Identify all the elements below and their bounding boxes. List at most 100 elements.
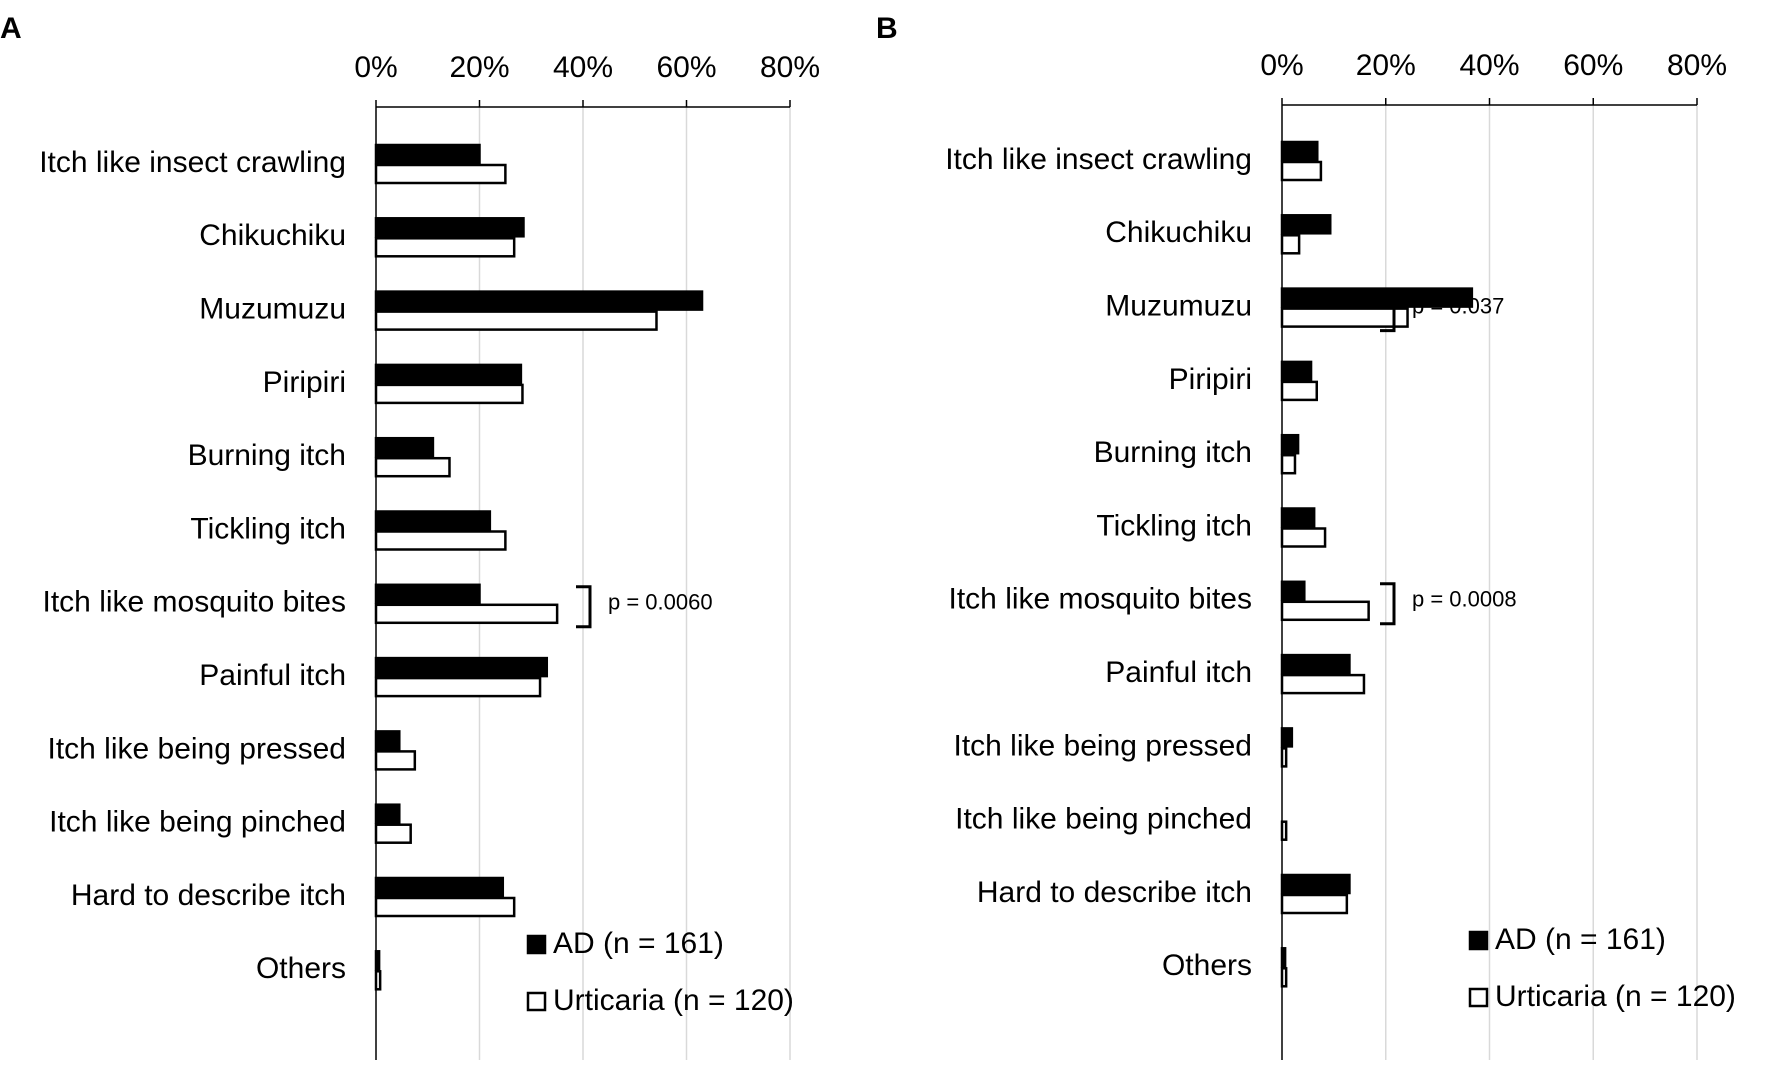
bar-urticaria	[374, 237, 516, 258]
bar-urticaria	[374, 456, 451, 478]
category-label: Itch like insect crawling	[39, 146, 346, 179]
category-label: Chikuchiku	[1105, 216, 1252, 249]
panel-b: B 0% 20% 40% 60% 80% Itch like insect crawling…	[876, 12, 1736, 1060]
bar-ad	[374, 510, 492, 531]
legend-swatch	[526, 934, 547, 955]
tick-label: 40%	[553, 51, 613, 84]
bar-ad	[374, 217, 525, 238]
bar-urticaria	[374, 896, 516, 918]
p-value-annotation: p = 0.037	[1412, 293, 1504, 318]
category-label: Itch like mosquito bites	[949, 583, 1252, 616]
category-label: Itch like being pressed	[953, 729, 1252, 762]
bar-ad	[374, 436, 435, 458]
category-label: Others	[1162, 949, 1252, 982]
bar-urticaria	[1280, 893, 1349, 915]
bar-urticaria	[1280, 747, 1288, 768]
bar-urticaria	[1280, 820, 1288, 841]
bar-urticaria	[1280, 307, 1409, 328]
tick-label: 40%	[1459, 49, 1519, 82]
category-label: Others	[256, 952, 346, 985]
bar-ad	[1280, 214, 1332, 235]
category-label: Itch like insect crawling	[945, 143, 1252, 176]
tick-label: 60%	[1563, 49, 1623, 82]
bar-ad	[1280, 947, 1287, 968]
bar-ad	[374, 656, 549, 678]
bar-ad	[1280, 287, 1474, 308]
category-label: Itch like being pressed	[47, 732, 346, 765]
bar-ad	[1280, 433, 1300, 455]
bar-urticaria	[1280, 234, 1301, 255]
bar-ad	[374, 950, 381, 971]
bar-ad	[374, 583, 481, 605]
legend-label: Urticaria (n = 120)	[553, 984, 794, 1017]
panel-letter: B	[876, 12, 898, 45]
bar-ad	[374, 363, 523, 385]
tick-label: 20%	[1356, 49, 1416, 82]
category-label: Itch like mosquito bites	[43, 586, 346, 619]
category-label: Burning itch	[1094, 436, 1252, 469]
category-label: Tickling itch	[1096, 509, 1252, 542]
significance-bracket	[576, 585, 592, 629]
bar-urticaria	[374, 603, 559, 625]
legend-label: AD (n = 161)	[1495, 923, 1666, 956]
legend-label: AD (n = 161)	[553, 927, 724, 960]
legend-swatch	[1468, 987, 1489, 1008]
tick-label: 0%	[354, 51, 397, 84]
bar-urticaria	[374, 676, 542, 698]
bar-urticaria	[1280, 160, 1323, 182]
tick-label: 60%	[656, 51, 716, 84]
p-value-annotation: p = 0.0008	[1412, 587, 1517, 612]
legend-label: Urticaria (n = 120)	[1495, 980, 1736, 1013]
bar-ad	[1280, 653, 1351, 675]
bar-ad	[374, 803, 401, 824]
panel-a: A 0% 20% 40% 60% 80% Itch like insect crawling…	[0, 12, 820, 1060]
category-label: Tickling itch	[190, 512, 346, 545]
bar-ad	[374, 143, 481, 165]
bar-urticaria	[1280, 673, 1366, 695]
category-label: Piripiri	[263, 366, 346, 399]
category-label: Painful itch	[199, 659, 346, 692]
bar-urticaria	[374, 823, 412, 844]
tick-label: 80%	[1667, 49, 1727, 82]
category-label: Burning itch	[188, 439, 346, 472]
p-value-annotation: p = 0.0060	[608, 590, 713, 615]
category-label: Piripiri	[1169, 363, 1252, 396]
tick-label: 20%	[449, 51, 509, 84]
legend-swatch	[526, 991, 547, 1012]
category-label: Itch like being pinched	[955, 803, 1252, 836]
bar-urticaria	[1280, 600, 1370, 622]
category-label: Hard to describe itch	[71, 879, 346, 912]
bar-ad	[1280, 507, 1316, 528]
tick-label: 0%	[1260, 49, 1303, 82]
panel-letter: A	[0, 12, 22, 45]
bar-ad	[1280, 360, 1313, 382]
bar-urticaria	[1280, 380, 1319, 402]
bar-ad	[374, 730, 401, 751]
bar-ad	[1280, 140, 1319, 162]
category-label: Muzumuzu	[199, 293, 346, 326]
bar-urticaria	[374, 163, 507, 185]
bar-urticaria	[374, 383, 524, 405]
category-label: Painful itch	[1105, 656, 1252, 689]
category-label: Itch like being pinched	[49, 806, 346, 839]
bar-ad	[374, 290, 704, 311]
bar-urticaria	[1280, 453, 1297, 475]
bar-urticaria	[374, 530, 507, 551]
bar-ad	[1280, 580, 1306, 602]
bar-urticaria	[1280, 527, 1327, 548]
category-label: Hard to describe itch	[977, 876, 1252, 909]
bar-urticaria	[1280, 967, 1288, 988]
category-label: Chikuchiku	[199, 219, 346, 252]
bar-ad	[374, 876, 505, 898]
bar-ad	[1280, 727, 1294, 748]
significance-bracket	[1380, 582, 1396, 626]
category-label: Muzumuzu	[1105, 290, 1252, 323]
significance-bracket	[1380, 289, 1396, 333]
bar-urticaria	[374, 750, 417, 771]
legend-swatch	[1468, 930, 1489, 951]
bar-urticaria	[374, 310, 658, 331]
bar-urticaria	[374, 970, 382, 991]
tick-label: 80%	[760, 51, 820, 84]
bar-ad	[1280, 873, 1351, 895]
